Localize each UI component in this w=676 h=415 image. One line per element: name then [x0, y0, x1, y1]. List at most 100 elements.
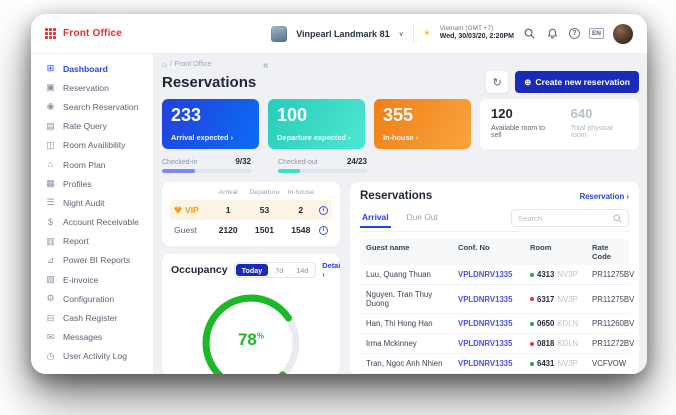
confirmation-number-link[interactable]: VPLDNRV1335 [458, 319, 513, 328]
guest-summary-arrival: 1 [225, 205, 231, 215]
sidebar-item-icon: ▦ [46, 178, 55, 189]
sidebar-item[interactable]: ⊟ Cash Register [31, 308, 153, 327]
sidebar-item[interactable]: ◉ Search Reservation [31, 97, 153, 116]
property-thumbnail [271, 25, 288, 42]
sidebar-item-icon: ▧ [46, 274, 55, 285]
sidebar-item[interactable]: ⊞ Dashboard [31, 59, 153, 78]
stat-value: 100 [277, 105, 308, 125]
room-number: 0818 [537, 339, 555, 348]
sidebar-item-label: E-invoice [63, 274, 99, 285]
sidebar-item-label: Room Plan [63, 159, 106, 170]
property-selector[interactable]: Vinpearl Landmark 81 [296, 28, 390, 39]
table-row[interactable]: Irma Mckinney VPLDNRV1335 0818 KDLN PR11… [360, 334, 634, 354]
sidebar-item[interactable]: ⊿ Power BI Reports [31, 251, 153, 270]
room-number: 4313 [537, 270, 555, 279]
confirmation-number-link[interactable]: VPLDNRV1335 [458, 339, 513, 348]
reservation-link[interactable]: Reservation › [579, 191, 629, 201]
stat-label: Departure expected › [277, 133, 351, 142]
guest-summary-column: Arrival [218, 189, 238, 196]
reservations-title: Reservations [360, 190, 433, 202]
notifications-bell-icon[interactable] [546, 27, 560, 41]
room-number: 0650 [537, 319, 555, 328]
sidebar-item[interactable]: ▦ Profiles [31, 174, 153, 193]
search-icon[interactable] [523, 27, 537, 41]
table-row[interactable]: Tran, Ngoc Anh Nhien VPLDNRV1335 6431 NV… [360, 354, 629, 374]
language-badge[interactable]: EN [588, 28, 604, 39]
sidebar-collapse-icon[interactable]: « [263, 60, 269, 71]
breadcrumb-separator: / [169, 61, 172, 68]
confirmation-number-link[interactable]: VPLDNRV1335 [458, 359, 513, 368]
reservations-card: Reservations Reservation › Arrival Due Ou… [350, 182, 639, 374]
sidebar-item[interactable]: ◷ User Activity Log [31, 347, 153, 366]
confirmation-number-link[interactable]: VPLDNRV1335 [458, 270, 513, 279]
table-row[interactable]: Luu, Quang Thuan VPLDNRV1335 4313 NV3P P… [360, 265, 634, 285]
chevron-down-icon[interactable]: ∨ [398, 30, 404, 38]
reservations-column-header: Conf. No [458, 243, 490, 252]
guest-name-cell: Irma Mckinney [366, 339, 417, 348]
reservations-column-header: Rate Code [592, 243, 611, 261]
table-row[interactable]: Nguyen, Tran Thuy Duong VPLDNRV1335 6317… [360, 285, 634, 314]
reservations-tab[interactable]: Arrival [360, 212, 391, 228]
guest-summary-column: Departure [249, 189, 280, 196]
stat-card[interactable]: 233 Arrival expected › [162, 99, 259, 149]
room-status-dot [530, 321, 534, 326]
reservations-table-body: Luu, Quang Thuan VPLDNRV1335 4313 NV3P P… [360, 265, 634, 374]
sidebar-item-icon: $ [47, 216, 53, 227]
room-cell: 6317 NV3P [530, 295, 592, 304]
sidebar-item-label: Configuration [63, 293, 115, 304]
sidebar-item[interactable]: ⚙ Configuration [31, 289, 153, 308]
sun-icon: ☀ [422, 28, 431, 38]
sidebar-item-label: User Activity Log [63, 351, 127, 362]
sidebar-item-icon: ▣ [46, 82, 55, 93]
breadcrumb-item[interactable]: Front Office [174, 61, 212, 68]
sidebar-item-icon: ▥ [46, 235, 55, 246]
sidebar-item[interactable]: ▧ E-invoice [31, 270, 153, 289]
sidebar-item[interactable]: ⌂ Room Plan [31, 155, 153, 174]
apps-grid-icon[interactable] [45, 28, 56, 39]
sidebar-item[interactable]: ▤ Rate Query [31, 117, 153, 136]
info-icon[interactable]: i [318, 205, 328, 215]
stat-card[interactable]: 100 Departure expected › [268, 99, 365, 149]
guest-name-cell: Tran, Ngoc Anh Nhien [366, 359, 443, 368]
stat-label: Arrival expected › [171, 133, 234, 142]
total-rooms-stat: 640 Total physical room [571, 106, 628, 141]
create-reservation-label: Create new reservation [535, 77, 630, 87]
create-reservation-button[interactable]: ⊕ Create new reservation [515, 71, 639, 93]
sidebar-item-label: Profiles [63, 178, 92, 189]
help-icon[interactable]: ? [568, 28, 580, 39]
occupancy-card: Occupancy Today 7d 14d Detail › 78% [162, 254, 340, 374]
guest-summary-header: Arrival Departure In-house [170, 189, 332, 200]
occupancy-range-tab[interactable]: 7d [275, 265, 284, 275]
sidebar-item[interactable]: ▥ Report [31, 232, 153, 251]
stat-value: 233 [171, 105, 202, 125]
sidebar-item-icon: ⌂ [47, 159, 54, 170]
sidebar-item[interactable]: ▣ Reservation [31, 78, 153, 97]
info-icon[interactable]: i [318, 225, 328, 235]
refresh-button[interactable]: ↻ [486, 71, 509, 93]
sidebar-item-label: Rate Query [63, 121, 107, 132]
table-row[interactable]: Han, Thi Hong Han VPLDNRV1335 0650 KDLN … [360, 314, 634, 334]
rate-code-cell: PR11275BV [592, 294, 635, 304]
progress-label: Checked-out [278, 159, 318, 166]
reservations-search[interactable] [511, 209, 629, 227]
room-type: NV3P [557, 270, 578, 279]
breadcrumb: ⌂ / Front Office [162, 59, 639, 70]
sidebar-item[interactable]: ◫ Room Availibility [31, 136, 153, 155]
progress-group: Checked-in 9/32 [162, 157, 251, 173]
room-status-dot [530, 297, 534, 301]
datetime-label: Wed, 30/03/20, 2:20PM [439, 33, 514, 41]
room-type: KDLN [557, 319, 579, 328]
occupancy-range-tab[interactable]: 14d [296, 265, 309, 275]
sidebar-item[interactable]: $ Account Receivable [31, 213, 153, 232]
checkin-progress-row: Checked-in 9/32 Checked-out 24/23 [162, 157, 367, 173]
home-icon[interactable]: ⌂ [162, 59, 167, 69]
sidebar-item[interactable]: ☰ Night Audit [31, 193, 153, 212]
confirmation-number-link[interactable]: VPLDNRV1335 [458, 294, 513, 304]
search-input[interactable] [518, 213, 613, 223]
user-avatar[interactable] [613, 23, 633, 44]
sidebar-item[interactable]: ✉ Messages [31, 328, 153, 347]
occupancy-detail-link[interactable]: Detail › [322, 261, 340, 279]
stat-card[interactable]: 355 In-house › [374, 99, 471, 149]
occupancy-range-tab[interactable]: Today [235, 264, 269, 276]
reservations-tab[interactable]: Due Out [406, 212, 438, 222]
